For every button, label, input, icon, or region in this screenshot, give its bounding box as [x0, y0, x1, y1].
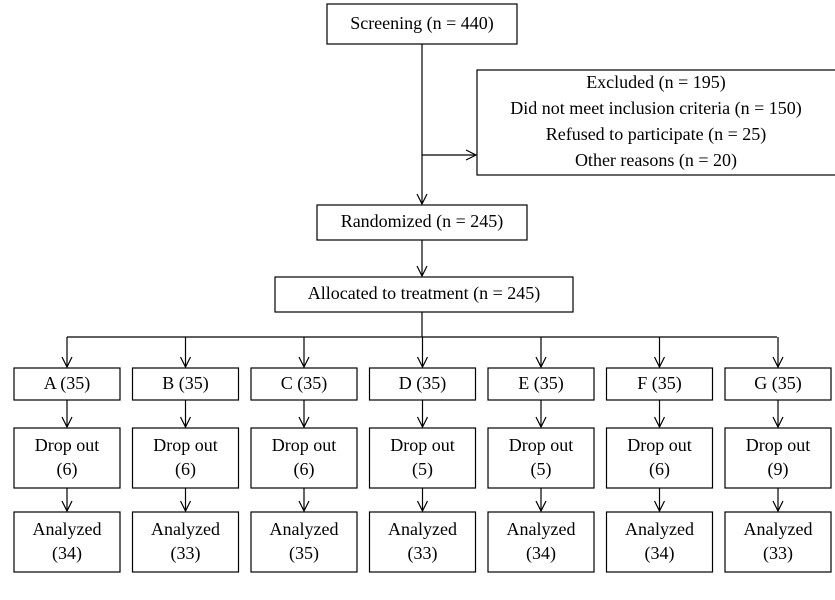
analyzed-label: Analyzed [744, 519, 813, 539]
dropout-count: (9) [768, 459, 789, 480]
excluded-label: Other reasons (n = 20) [575, 150, 737, 171]
randomized-box [316, 204, 528, 241]
analyzed-label: Analyzed [151, 519, 220, 539]
group-box [487, 367, 595, 401]
group-label: G (35) [754, 373, 802, 394]
analyzed-label: Analyzed [270, 519, 339, 539]
randomized-label: Randomized (n = 245) [341, 211, 504, 232]
analyzed-box [13, 511, 121, 573]
excluded-label: Excluded (n = 195) [586, 72, 726, 93]
analyzed-box [724, 511, 832, 573]
analyzed-label: Analyzed [507, 519, 576, 539]
dropout-box [250, 427, 358, 489]
group-box [368, 367, 477, 401]
dropout-box [724, 427, 832, 489]
analyzed-box [250, 511, 358, 573]
group-label: F (35) [637, 373, 682, 394]
group-label: A (35) [44, 373, 91, 394]
screening-box [326, 3, 518, 45]
dropout-box [368, 427, 477, 489]
analyzed-label: Analyzed [388, 519, 457, 539]
group-label: C (35) [281, 373, 328, 394]
dropout-label: Drop out [390, 435, 455, 455]
analyzed-box [487, 511, 595, 573]
dropout-label: Drop out [509, 435, 574, 455]
dropout-label: Drop out [35, 435, 100, 455]
analyzed-box [605, 511, 714, 573]
dropout-label: Drop out [153, 435, 218, 455]
group-box [605, 367, 714, 401]
analyzed-count: (34) [52, 543, 82, 564]
dropout-box [131, 427, 240, 489]
dropout-count: (5) [531, 459, 552, 480]
analyzed-box [368, 511, 477, 573]
dropout-count: (6) [294, 459, 315, 480]
analyzed-label: Analyzed [625, 519, 694, 539]
analyzed-box [131, 511, 240, 573]
dropout-label: Drop out [272, 435, 337, 455]
allocated-label: Allocated to treatment (n = 245) [308, 283, 541, 304]
analyzed-count: (35) [289, 543, 319, 564]
screening-label: Screening (n = 440) [350, 13, 494, 34]
group-label: D (35) [399, 373, 447, 394]
dropout-label: Drop out [746, 435, 811, 455]
dropout-box [487, 427, 595, 489]
analyzed-count: (33) [408, 543, 438, 564]
excluded-label: Did not meet inclusion criteria (n = 150… [510, 98, 802, 119]
dropout-count: (6) [57, 459, 78, 480]
analyzed-label: Analyzed [33, 519, 102, 539]
analyzed-count: (33) [171, 543, 201, 564]
analyzed-count: (33) [763, 543, 793, 564]
allocated-box [274, 276, 574, 313]
analyzed-count: (34) [645, 543, 675, 564]
dropout-box [13, 427, 121, 489]
group-box [13, 367, 121, 401]
group-box [131, 367, 240, 401]
excluded-label: Refused to participate (n = 25) [546, 124, 767, 145]
analyzed-count: (34) [526, 543, 556, 564]
dropout-label: Drop out [627, 435, 692, 455]
dropout-count: (5) [412, 459, 433, 480]
excluded-box [476, 69, 835, 176]
dropout-count: (6) [175, 459, 196, 480]
dropout-box [605, 427, 714, 489]
dropout-count: (6) [649, 459, 670, 480]
group-label: B (35) [162, 373, 209, 394]
group-box [250, 367, 358, 401]
group-label: E (35) [518, 373, 563, 394]
